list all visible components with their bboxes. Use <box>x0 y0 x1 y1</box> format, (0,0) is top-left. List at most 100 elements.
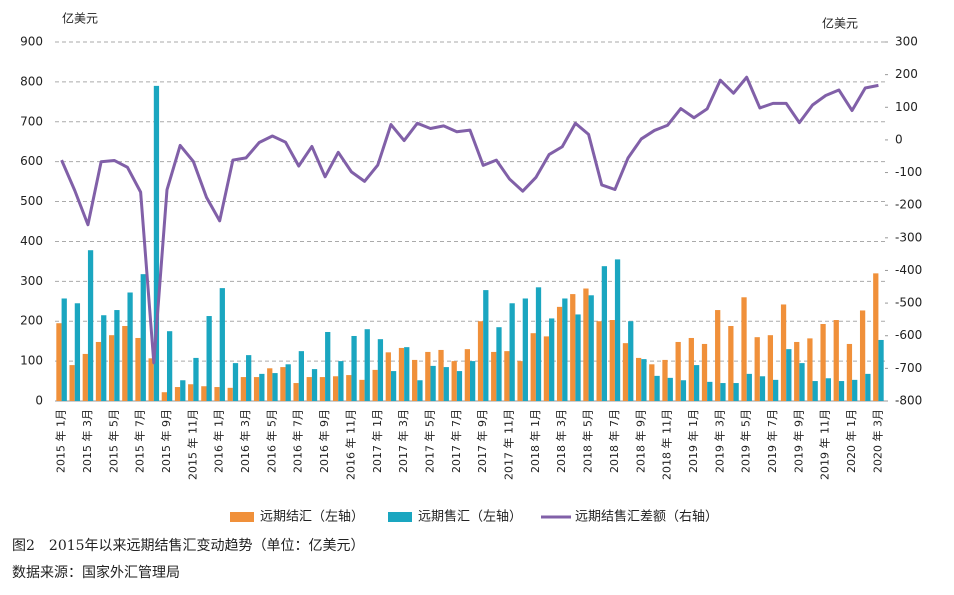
bar <box>715 310 721 401</box>
y2-tick-label: -800 <box>895 394 922 408</box>
bar <box>562 298 568 401</box>
x-tick-label: 2015 年 7月 <box>133 409 147 473</box>
bar <box>873 273 879 401</box>
x-tick-label: 2017 年 1月 <box>370 409 384 473</box>
bar <box>95 341 102 401</box>
bar <box>306 377 312 401</box>
x-tick-label: 2019 年 9月 <box>791 409 805 473</box>
bar <box>338 361 344 401</box>
x-tick-label: 2018 年 11月 <box>660 409 674 480</box>
bar <box>61 298 67 401</box>
bar <box>364 329 370 401</box>
bar <box>201 386 207 401</box>
bar <box>693 365 700 401</box>
bar <box>614 259 621 401</box>
x-tick-label: 2019 年 1月 <box>686 409 700 473</box>
bar <box>865 373 871 401</box>
line <box>60 75 879 365</box>
bar <box>272 373 278 401</box>
bar <box>188 384 194 401</box>
bar <box>390 371 397 401</box>
bar <box>443 367 449 401</box>
bar <box>404 347 410 401</box>
bar <box>622 343 629 401</box>
x-tick-label: 2017 年 9月 <box>475 409 489 473</box>
bar <box>496 327 502 401</box>
bar <box>859 310 866 401</box>
y2-tick-label: -400 <box>895 263 922 277</box>
y-tick-label: 500 <box>20 194 43 208</box>
bar <box>794 341 800 401</box>
y2-tick-label: 300 <box>895 35 918 49</box>
y2-tick-label: -500 <box>895 296 922 310</box>
bar <box>549 318 555 401</box>
bar <box>535 287 542 401</box>
bar <box>575 314 581 401</box>
y-tick-label: 700 <box>20 114 43 128</box>
x-tick-label: 2018 年 1月 <box>528 409 542 473</box>
bar <box>556 306 563 401</box>
bar <box>451 361 457 401</box>
bar <box>509 303 515 401</box>
bar <box>232 363 239 401</box>
bar <box>754 337 760 401</box>
y2-tick-label: 200 <box>895 67 918 81</box>
bar <box>649 364 655 401</box>
bar <box>332 376 339 401</box>
x-tick-label: 2015 年 9月 <box>159 409 173 473</box>
bar <box>166 331 173 401</box>
bar <box>214 387 220 401</box>
bar <box>812 381 818 401</box>
bar <box>174 387 181 401</box>
y-tick-label: 900 <box>20 35 43 49</box>
bar <box>240 377 247 401</box>
bar <box>311 369 318 401</box>
bar <box>135 337 141 401</box>
bar <box>161 392 167 401</box>
bar <box>438 349 444 401</box>
y-unit: 亿美元 <box>62 11 98 26</box>
legend-label: 远期结汇（左轴） <box>260 510 364 525</box>
caption: 图2 2015年以来远期结售汇变动趋势（单位：亿美元） <box>12 538 365 554</box>
bar <box>767 335 774 401</box>
bar <box>412 359 418 401</box>
bar <box>733 383 739 401</box>
bar <box>430 365 436 401</box>
bar <box>267 368 273 401</box>
bar <box>707 381 713 401</box>
x-tick-label: 2016 年 1月 <box>212 409 226 473</box>
bar <box>398 347 405 401</box>
x-tick-label: 2015 年 3月 <box>80 409 94 473</box>
bar <box>325 331 331 401</box>
x-tick-label: 2015 年 1月 <box>54 409 68 473</box>
bar <box>385 352 391 401</box>
bar <box>193 357 199 401</box>
bar <box>417 380 423 401</box>
bar <box>654 375 660 401</box>
bar <box>688 337 694 401</box>
chart: 亿美元 亿美元 0 100 200 300 400 500 600 700 800 900 -800… <box>20 11 922 525</box>
bar <box>127 292 133 401</box>
source: 数据来源：国家外汇管理局 <box>12 565 180 581</box>
bar <box>491 351 497 401</box>
bar <box>601 266 608 401</box>
bar <box>675 341 681 401</box>
x-tick-label: 2017 年 5月 <box>422 409 436 473</box>
bar <box>662 359 668 401</box>
y-tick-label: 300 <box>20 274 43 288</box>
bar <box>377 339 384 401</box>
x-tick-label: 2018 年 7月 <box>607 409 621 473</box>
bar <box>87 250 94 401</box>
bar <box>219 288 225 401</box>
x-tick-label: 2016 年 3月 <box>238 409 252 473</box>
bar <box>253 377 260 401</box>
bar <box>298 351 304 401</box>
x-tick-label: 2019 年 3月 <box>712 409 726 473</box>
y2-tick-label: -700 <box>895 361 922 375</box>
y2-tick-label: -600 <box>895 328 922 342</box>
bar <box>148 358 154 401</box>
bar <box>759 376 766 401</box>
bar <box>122 326 128 401</box>
bar <box>246 355 252 401</box>
